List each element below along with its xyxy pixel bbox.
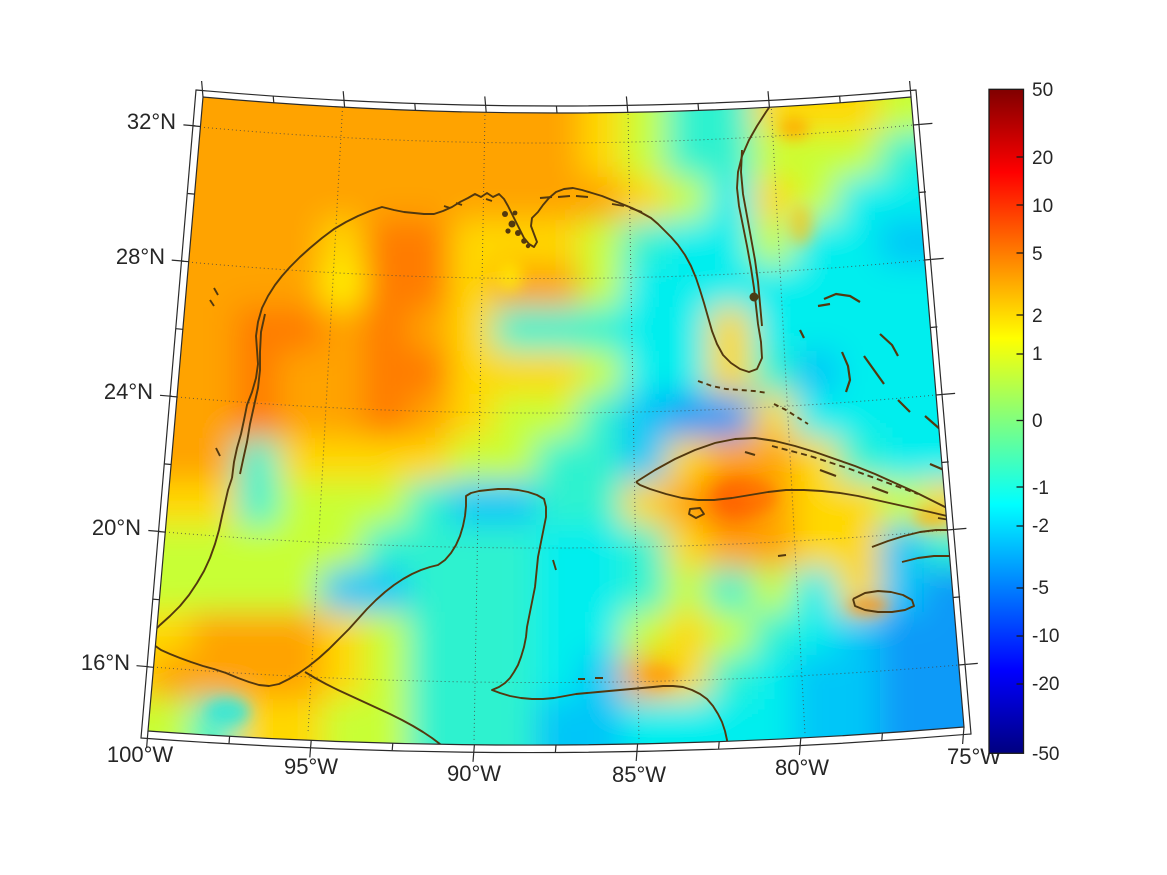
svg-text:80°W: 80°W [775,755,829,780]
svg-text:-50: -50 [1032,744,1059,765]
svg-text:24°N: 24°N [104,379,153,404]
svg-text:20°N: 20°N [92,515,141,540]
svg-text:5: 5 [1032,244,1043,265]
svg-text:-20: -20 [1032,674,1059,695]
svg-text:20: 20 [1032,148,1053,169]
svg-text:16°N: 16°N [81,650,130,675]
svg-text:32°N: 32°N [127,109,176,134]
svg-text:90°W: 90°W [447,761,501,786]
svg-text:-10: -10 [1032,626,1059,647]
svg-text:28°N: 28°N [116,244,165,269]
svg-text:10: 10 [1032,196,1053,217]
svg-text:2: 2 [1032,306,1043,327]
svg-text:85°W: 85°W [612,762,666,787]
svg-text:-1: -1 [1032,478,1049,499]
svg-text:50: 50 [1032,80,1053,101]
svg-text:1: 1 [1032,344,1043,365]
svg-text:95°W: 95°W [284,754,338,779]
svg-text:-2: -2 [1032,516,1049,537]
svg-text:100°W: 100°W [107,742,174,767]
svg-text:0: 0 [1032,411,1043,432]
svg-text:-5: -5 [1032,578,1049,599]
